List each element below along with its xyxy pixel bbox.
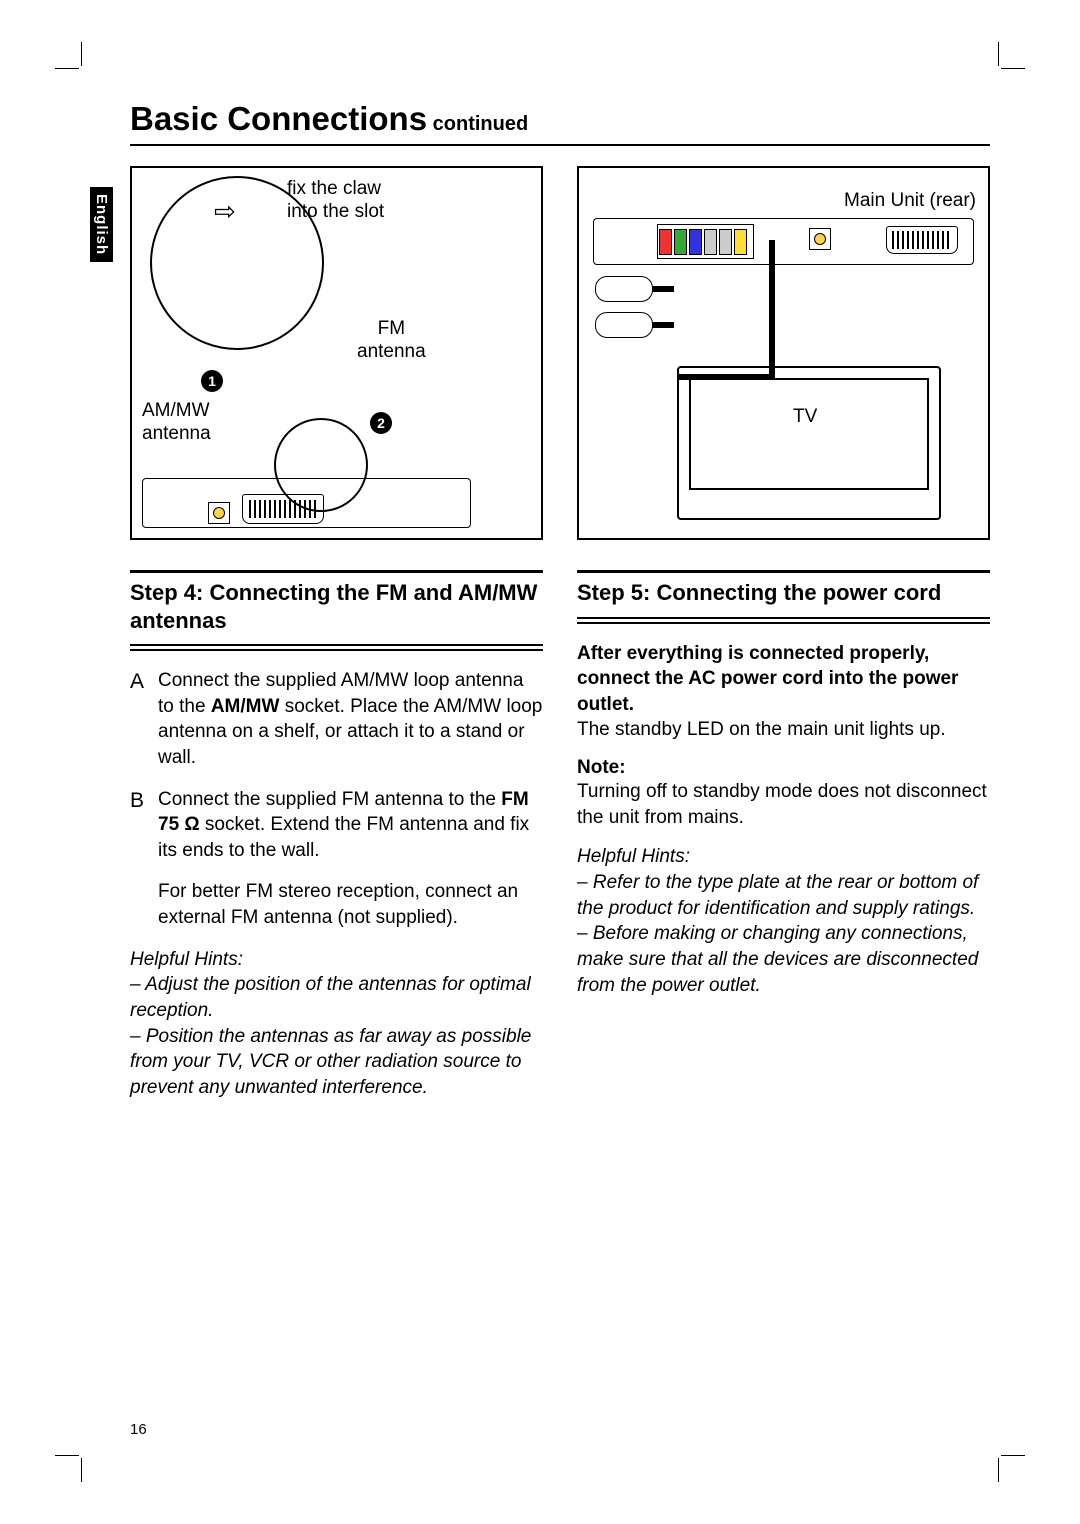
list-item: B Connect the supplied FM antenna to the… — [130, 787, 543, 931]
step4-heading: Step 4: Connecting the FM and AM/MW ante… — [130, 570, 543, 646]
paragraph: Turning off to standby mode does not dis… — [577, 779, 990, 830]
crop-mark — [81, 1458, 82, 1482]
hints-title: Helpful Hints: — [577, 844, 990, 870]
figure-label: AM/MW antenna — [142, 400, 211, 446]
hint: – Position the antennas as far away as p… — [130, 1024, 543, 1101]
column-right: Main Unit (rear) TV Step 5: Connecting t… — [577, 166, 990, 1101]
power-plug-icon — [595, 276, 653, 302]
jack-icon — [809, 228, 831, 250]
text-bold: AM/MW — [211, 696, 280, 717]
paragraph: After everything is connected properly, … — [577, 641, 990, 744]
page: English Basic Connections continued ⇨ fi… — [90, 100, 990, 1434]
text: The standby LED on the main unit lights … — [577, 719, 946, 740]
list-item: A Connect the supplied AM/MW loop antenn… — [130, 668, 543, 771]
list-marker: A — [130, 668, 158, 771]
figure-label: fix the claw into the slot — [287, 178, 384, 224]
text-bold: After everything is connected properly, … — [577, 643, 958, 715]
list-body: Connect the supplied FM antenna to the F… — [158, 787, 543, 931]
figure-label: FM antenna — [357, 318, 426, 364]
text: Connect the supplied FM antenna to the — [158, 789, 501, 810]
hint: – Refer to the type plate at the rear or… — [577, 870, 990, 921]
arrow-icon: ⇨ — [214, 196, 236, 227]
crop-mark — [81, 42, 82, 66]
list-marker: B — [130, 787, 158, 931]
crop-mark — [55, 1455, 79, 1456]
cable-icon — [769, 240, 775, 380]
page-number: 16 — [130, 1421, 147, 1438]
step-label: Step 4: — [130, 580, 203, 605]
step-number-icon: 1 — [201, 370, 223, 392]
crop-mark — [55, 68, 79, 69]
figure-antenna: ⇨ fix the claw into the slot FM antenna … — [130, 166, 543, 540]
note-heading: Note: — [577, 757, 990, 779]
crop-mark — [1001, 68, 1025, 69]
step5-heading: Step 5: Connecting the power cord — [577, 570, 990, 619]
helpful-hints: Helpful Hints: – Adjust the position of … — [130, 947, 543, 1101]
figure-label: Main Unit (rear) — [844, 190, 976, 212]
hint: – Before making or changing any connecti… — [577, 921, 990, 998]
scart-icon — [242, 494, 324, 524]
step-title: Connecting the power cord — [656, 580, 941, 605]
language-tab: English — [90, 187, 113, 262]
jack-icon — [208, 502, 230, 524]
title-continued: continued — [427, 113, 528, 135]
crop-mark — [998, 1458, 999, 1482]
figure-power: Main Unit (rear) TV — [577, 166, 990, 540]
column-left: ⇨ fix the claw into the slot FM antenna … — [130, 166, 543, 1101]
crop-mark — [1001, 1455, 1025, 1456]
tv-screen-icon — [689, 378, 929, 490]
list-body: Connect the supplied AM/MW loop antenna … — [158, 668, 543, 771]
power-plug-icon — [595, 312, 653, 338]
text: For better FM stereo reception, connect … — [158, 879, 543, 930]
columns: ⇨ fix the claw into the slot FM antenna … — [130, 166, 990, 1101]
figure-label: TV — [793, 406, 817, 428]
helpful-hints: Helpful Hints: – Refer to the type plate… — [577, 844, 990, 998]
tv-icon — [677, 366, 941, 520]
rca-ports-icon — [657, 224, 754, 259]
scart-icon — [886, 226, 958, 254]
title-main: Basic Connections — [130, 100, 427, 137]
crop-mark — [998, 42, 999, 66]
step-label: Step 5: — [577, 580, 650, 605]
hint: – Adjust the position of the antennas fo… — [130, 972, 543, 1023]
step-number-icon: 2 — [370, 412, 392, 434]
page-title: Basic Connections continued — [130, 100, 990, 146]
hints-title: Helpful Hints: — [130, 947, 543, 973]
text: socket. Extend the FM antenna and fix it… — [158, 814, 529, 861]
